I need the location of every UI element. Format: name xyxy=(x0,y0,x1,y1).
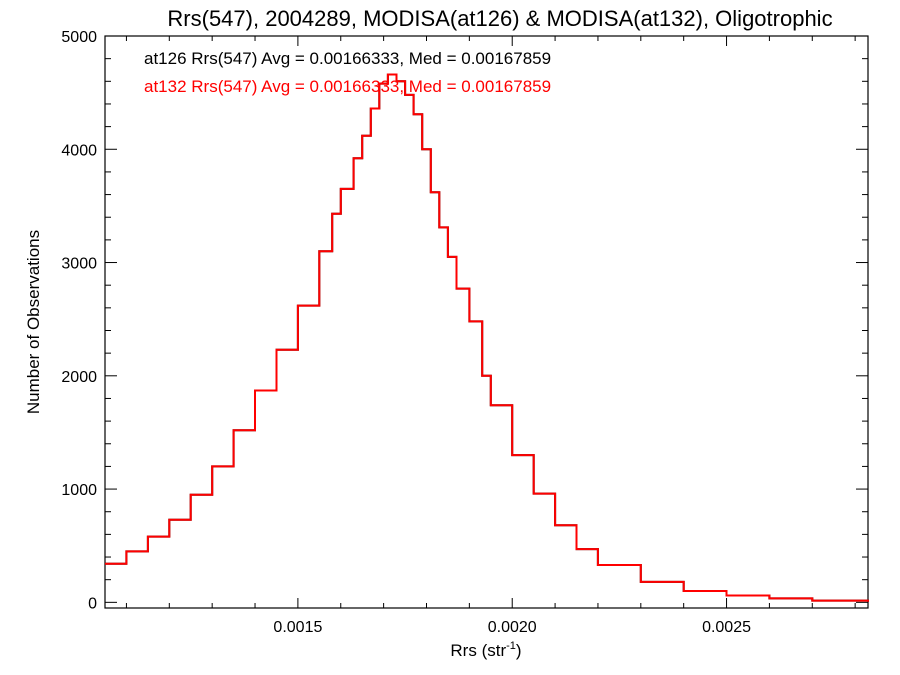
y-axis: 0 1000 2000 3000 4000 5000 xyxy=(61,29,868,612)
series-layer xyxy=(105,73,869,602)
y-tick-label: 5000 xyxy=(61,29,97,46)
plot-border xyxy=(104,35,869,609)
x-tick-label: 0.0015 xyxy=(273,619,322,636)
y-axis-label: Number of Observations xyxy=(24,230,43,414)
legend-entry-at132: at132 Rrs(547) Avg = 0.00166333, Med = 0… xyxy=(144,77,551,96)
legend: at126 Rrs(547) Avg = 0.00166333, Med = 0… xyxy=(144,49,551,96)
x-axis-label-text: Rrs (str xyxy=(450,641,506,660)
x-axis: 0.0015 0.0020 0.0025 xyxy=(125,36,856,636)
series-line-at132 xyxy=(105,73,869,602)
x-axis-label-superscript: -1 xyxy=(506,640,516,652)
y-tick-label: 3000 xyxy=(61,256,97,273)
y-tick-label: 2000 xyxy=(61,369,97,386)
x-axis-label-close: ) xyxy=(516,641,522,660)
x-axis-label: Rrs (str-1) xyxy=(450,640,521,660)
series-line-at126 xyxy=(105,73,869,602)
legend-entry-at126: at126 Rrs(547) Avg = 0.00166333, Med = 0… xyxy=(144,49,551,68)
chart-title: Rrs(547), 2004289, MODISA(at126) & MODIS… xyxy=(167,6,832,31)
x-tick-label: 0.0025 xyxy=(702,619,751,636)
x-tick-label: 0.0020 xyxy=(488,619,537,636)
y-tick-label: 1000 xyxy=(61,482,97,499)
plot-frame xyxy=(104,35,869,609)
y-tick-label: 0 xyxy=(88,595,97,612)
y-tick-label: 4000 xyxy=(61,142,97,159)
